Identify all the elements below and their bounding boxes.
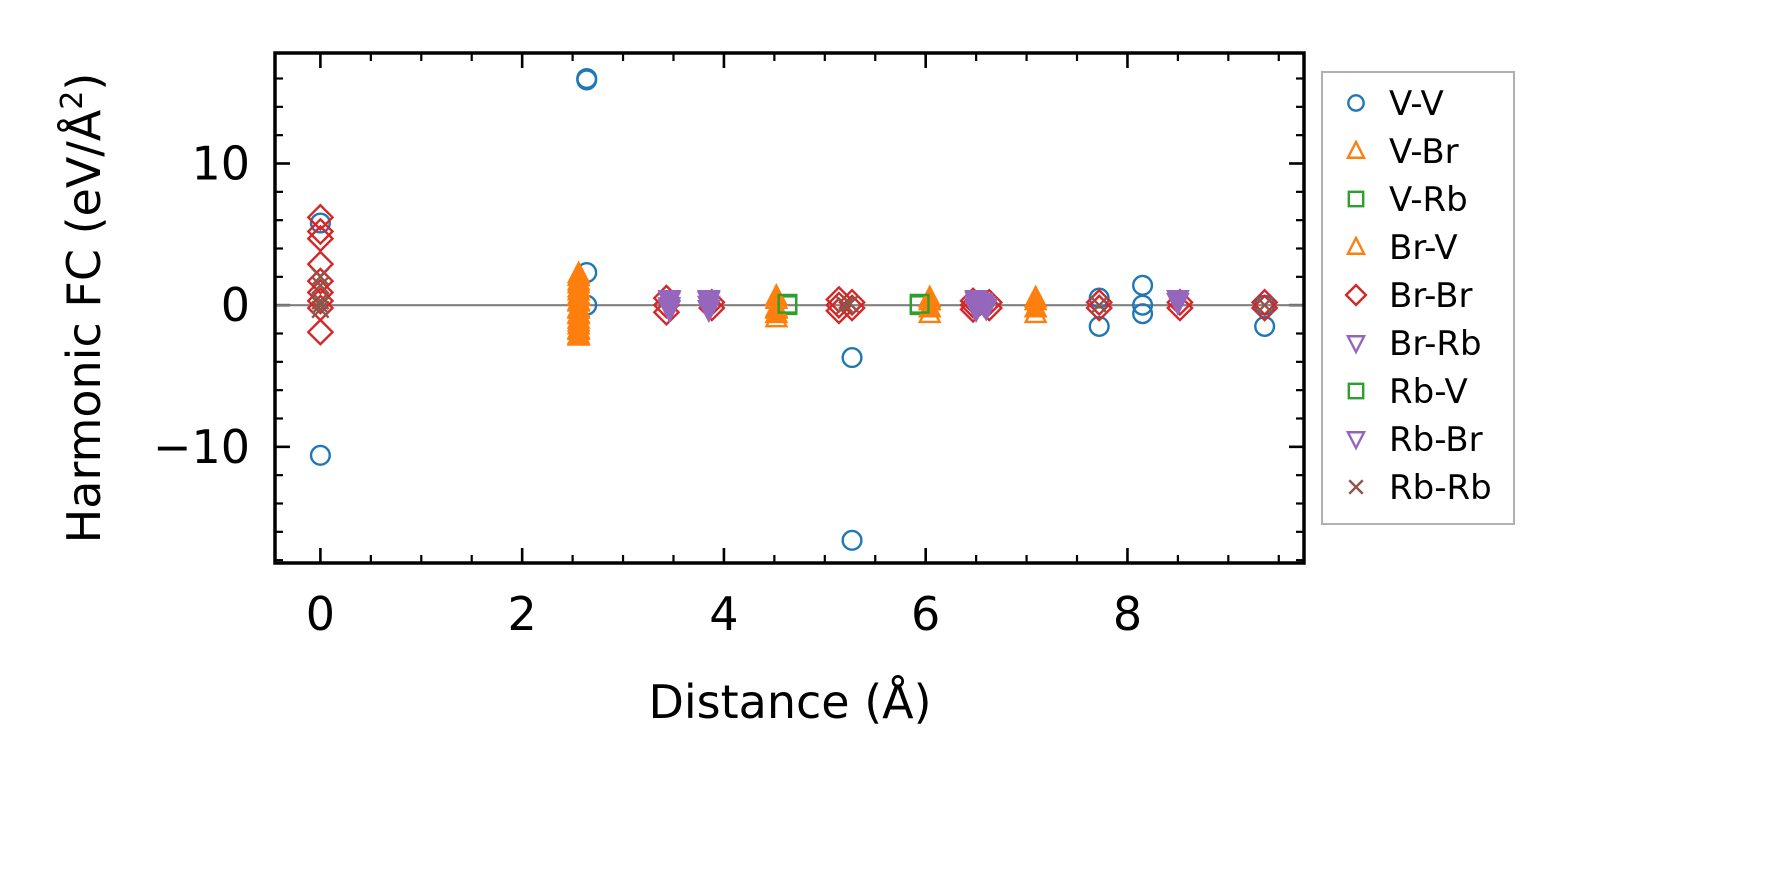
tick-labels: 0 2 4 6 8 10 0 −10 <box>153 137 1142 642</box>
series-v-v <box>309 67 1276 551</box>
legend-entry-br-br: Br-Br <box>1344 276 1473 316</box>
legend-marker-rb-rb <box>1348 479 1364 495</box>
legend-label: V-Br <box>1389 132 1459 172</box>
x-tick-label: 6 <box>911 587 940 641</box>
y-tick-label: −10 <box>153 420 250 474</box>
data-point-br-v <box>566 321 591 345</box>
series-br-v <box>566 260 1048 345</box>
data-point-rb-rb <box>1255 296 1274 315</box>
legend-label: Br-V <box>1389 228 1458 268</box>
data-point-br-v <box>1023 294 1048 318</box>
data-point-v-v <box>1254 315 1276 337</box>
legend-label: Br-Br <box>1389 276 1473 316</box>
data-markers <box>306 67 1279 551</box>
data-point-rb-v <box>909 293 930 314</box>
data-point-rb-rb <box>840 294 860 313</box>
legend-label: Rb-Rb <box>1389 468 1492 508</box>
data-point-v-v <box>309 212 331 234</box>
data-point-rb-rb <box>1090 296 1109 315</box>
data-point-rb-br <box>974 298 999 322</box>
data-point-v-v <box>1132 294 1154 316</box>
data-point-v-v <box>309 444 331 466</box>
data-point-br-br <box>1085 294 1114 322</box>
legend-entry-rb-v: Rb-V <box>1347 372 1468 412</box>
legend-entries: V-V V-Br V-Rb Br-V Br-Br Br-Rb Rb-V Rb-Br Rb-Rb <box>1344 84 1492 508</box>
data-point-rb-rb <box>311 267 330 286</box>
data-point-rb-br <box>696 295 721 319</box>
legend-entry-v-v: V-V <box>1347 84 1444 124</box>
data-point-v-v <box>1132 303 1154 325</box>
data-point-v-v <box>841 529 863 551</box>
legend: V-V V-Br V-Rb Br-V Br-Br Br-Rb Rb-V Rb-Br Rb-Rb <box>1321 71 1515 525</box>
series-rb-v <box>777 293 930 314</box>
legend-marker-v-br <box>1345 139 1367 159</box>
legend-marker-br-v <box>1345 235 1367 255</box>
data-point-rb-br <box>657 297 682 321</box>
legend-marker-v-v <box>1347 94 1365 112</box>
legend-label: V-Rb <box>1389 180 1468 220</box>
data-point-rb-rb <box>311 300 330 319</box>
legend-label: Br-Rb <box>1389 324 1482 364</box>
series-rb-rb <box>311 267 1274 319</box>
x-axis-title: Distance (Å) <box>648 675 931 729</box>
x-tick-label: 8 <box>1113 587 1142 641</box>
legend-entry-rb-br: Rb-Br <box>1345 420 1483 460</box>
legend-entry-v-rb: V-Rb <box>1347 180 1468 220</box>
data-point-v-v <box>841 347 863 369</box>
legend-entry-br-v: Br-V <box>1345 228 1458 268</box>
series-rb-br <box>657 290 1190 322</box>
x-tick-label: 2 <box>508 587 537 641</box>
legend-entry-br-rb: Br-Rb <box>1345 324 1482 364</box>
data-point-v-v <box>1088 315 1110 337</box>
y-axis-title-superscript: 2 <box>55 91 90 110</box>
data-point-rb-rb <box>311 296 330 315</box>
y-axis-title-end: ) <box>57 73 111 91</box>
legend-label: Rb-V <box>1389 372 1468 412</box>
legend-entry-rb-rb: Rb-Rb <box>1348 468 1492 508</box>
data-point-rb-v <box>777 293 798 314</box>
legend-label: V-V <box>1389 84 1444 124</box>
legend-marker-rb-br <box>1345 431 1367 451</box>
data-point-rb-rb <box>311 276 330 295</box>
data-point-rb-rb <box>311 291 330 311</box>
plot-frame <box>273 51 1306 565</box>
y-tick-label: 10 <box>191 137 250 191</box>
y-axis-title: Harmonic FC (eV/Å2) <box>55 73 111 544</box>
legend-marker-br-br <box>1344 283 1368 307</box>
data-point-br-br <box>306 203 335 232</box>
legend-marker-v-rb <box>1347 190 1365 208</box>
legend-marker-br-rb <box>1345 335 1367 355</box>
x-tick-label: 4 <box>709 587 738 641</box>
y-axis-title-main: Harmonic FC (eV/Å <box>57 109 111 543</box>
legend-entry-v-br: V-Br <box>1345 132 1459 172</box>
legend-marker-rb-v <box>1347 382 1365 400</box>
data-point-br-br <box>1250 294 1279 322</box>
data-point-rb-rb <box>835 296 855 315</box>
data-point-br-br <box>306 217 335 246</box>
data-point-v-v <box>1132 274 1154 296</box>
data-point-v-v <box>576 67 598 90</box>
x-tick-label: 0 <box>306 587 335 641</box>
y-tick-label: 0 <box>221 278 250 332</box>
legend-label: Rb-Br <box>1389 420 1483 460</box>
data-point-br-br <box>306 318 335 346</box>
data-point-br-br <box>306 250 335 278</box>
series-br-br <box>306 203 1279 346</box>
data-point-rb-br <box>1166 290 1190 314</box>
